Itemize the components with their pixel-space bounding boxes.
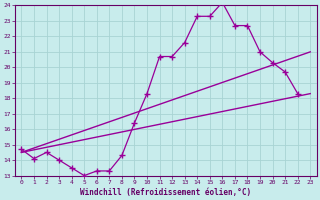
X-axis label: Windchill (Refroidissement éolien,°C): Windchill (Refroidissement éolien,°C) bbox=[80, 188, 252, 197]
